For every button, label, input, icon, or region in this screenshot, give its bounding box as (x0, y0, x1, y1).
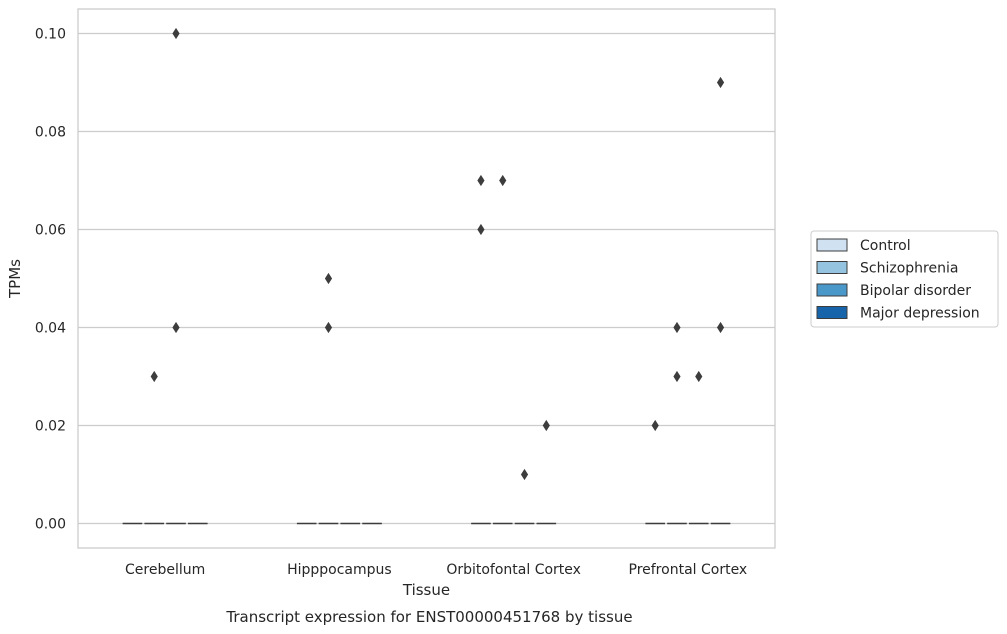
x-axis-title: Tissue (402, 581, 450, 599)
outlier-point (716, 321, 725, 334)
outlier-point (651, 419, 659, 432)
outlier-point (324, 321, 333, 334)
y-tick-label: 0.06 (35, 223, 66, 239)
y-tick-label: 0.08 (35, 125, 66, 141)
chart-caption: Transcript expression for ENST0000045176… (225, 608, 632, 626)
legend-swatch (816, 306, 848, 319)
x-axis-ticks: Cerebellum Hipppocampus Orbitofontal Corte… (125, 562, 747, 578)
x-tick-label: Prefrontal Cortex (629, 562, 748, 578)
legend-swatch (816, 238, 848, 252)
outlier-point (172, 321, 180, 334)
outlier-point (477, 223, 485, 236)
outlier-point (716, 76, 725, 89)
y-tick-label: 0.00 (35, 517, 66, 533)
x-tick-label: Hipppocampus (287, 562, 392, 578)
legend-label: Major depression (860, 306, 980, 322)
legend-label: Control (860, 238, 911, 254)
x-tick-label: Orbitofontal Cortex (446, 562, 581, 578)
legend: Control Schizophrenia Bipolar disorder Majo… (810, 230, 999, 328)
outlier-point (477, 174, 485, 187)
legend-label: Bipolar disorder (860, 283, 971, 299)
y-tick-label: 0.10 (35, 27, 66, 43)
outlier-point (324, 272, 333, 285)
outlier-point (499, 174, 507, 187)
outlier-point (542, 419, 550, 432)
outlier-layer (150, 27, 725, 481)
outlier-point (150, 370, 158, 383)
legend-swatch (816, 261, 848, 274)
grid-lines (78, 32, 775, 525)
x-tick-label: Cerebellum (125, 562, 205, 578)
y-axis-ticks: 0.00 0.02 0.04 0.06 0.08 0.10 (35, 27, 66, 533)
plot-frame (77, 8, 776, 549)
outlier-point (673, 321, 681, 334)
outlier-point (520, 468, 529, 481)
outlier-point (172, 27, 180, 40)
y-tick-label: 0.02 (35, 419, 66, 435)
outlier-point (695, 370, 703, 383)
legend-frame (810, 230, 999, 328)
y-tick-label: 0.04 (35, 321, 66, 337)
legend-label: Schizophrenia (860, 261, 958, 277)
legend-swatch (816, 283, 848, 297)
y-axis-title: TPMs (6, 259, 24, 299)
outlier-point (673, 370, 681, 383)
